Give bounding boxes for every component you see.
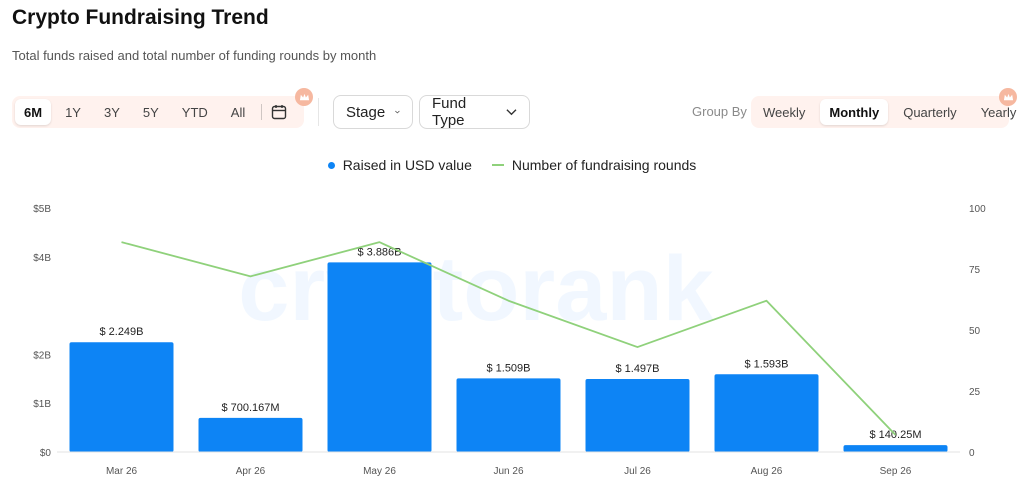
y-right-tick-label: 0 [969, 448, 975, 459]
chevron-down-icon [506, 109, 517, 116]
bar-value-label: $ 1.497B [615, 363, 659, 375]
y-left-tick-label: $2B [33, 350, 51, 361]
line-layer [121, 241, 897, 436]
bar [456, 378, 561, 452]
fund-type-dropdown-label: Fund Type [432, 95, 467, 129]
page-subtitle: Total funds raised and total number of f… [12, 48, 377, 63]
legend-item-raised[interactable]: Raised in USD value [327, 157, 472, 173]
fundraising-chart: cryptorank $ 2.249B $ 700.167M $ 3.886B $ 1… [33, 204, 986, 477]
bar-value-label: $ 1.509B [486, 362, 530, 374]
range-1y-button[interactable]: 1Y [65, 104, 81, 120]
fund-type-dropdown[interactable]: Fund Type [419, 95, 530, 129]
x-tick-label: Aug 26 [751, 466, 783, 477]
x-tick-label: Jun 26 [493, 466, 523, 477]
watermark-logo: cryptorank [238, 238, 714, 340]
group-quarterly-button[interactable]: Quarterly [903, 104, 957, 120]
x-tick-label: Apr 26 [236, 466, 266, 477]
stage-dropdown[interactable]: Stage [333, 95, 413, 129]
calendar-icon[interactable] [270, 103, 288, 121]
time-range-selector: 6M 1Y 3Y 5Y YTD All [12, 96, 304, 128]
legend-label-raised: Raised in USD value [342, 157, 472, 173]
y-left-tick-label: $0 [40, 448, 52, 459]
legend-label-rounds: Number of fundraising rounds [511, 157, 697, 173]
range-divider [261, 104, 263, 120]
y-left-tick-label: $4B [33, 253, 51, 264]
bar [327, 262, 432, 452]
range-ytd-button[interactable]: YTD [181, 104, 208, 120]
x-tick-label: May 26 [363, 466, 396, 477]
bar [714, 374, 819, 452]
chevron-down-icon [395, 110, 400, 114]
bars-layer: $ 2.249B $ 700.167M $ 3.886B $ 1.509B $ 1.49… [69, 246, 948, 452]
y-right-tick-label: 25 [969, 387, 981, 398]
y-left-tick-label: $1B [33, 399, 51, 410]
x-tick-label: Jul 26 [624, 466, 651, 477]
premium-crown-icon [999, 88, 1017, 106]
bar [198, 417, 303, 452]
bar-value-label: $ 1.593B [744, 358, 788, 370]
range-all-button[interactable]: All [230, 104, 246, 120]
toolbar-divider [318, 98, 319, 126]
axes-layer: $0 $1B $2B $4B $5B 0 25 50 75 100 Mar 26 Apr 26 May … [33, 204, 986, 477]
group-by-label: Group By [692, 104, 747, 119]
group-monthly-button[interactable]: Monthly [820, 99, 889, 125]
y-left-tick-label: $5B [33, 204, 51, 215]
bar [69, 342, 174, 452]
group-weekly-button[interactable]: Weekly [763, 104, 806, 120]
y-right-tick-label: 50 [969, 326, 981, 337]
bar-value-label: $ 140.25M [870, 429, 922, 441]
legend-marker-rounds [491, 164, 504, 166]
range-3y-button[interactable]: 3Y [103, 104, 120, 120]
x-tick-label: Mar 26 [106, 466, 138, 477]
y-right-tick-label: 100 [969, 204, 986, 215]
group-by-selector: Weekly Monthly Quarterly Yearly [751, 96, 1016, 128]
page-title: Crypto Fundraising Trend [12, 6, 269, 29]
bar-value-label: $ 700.167M [221, 402, 279, 414]
range-6m-button[interactable]: 6M [15, 99, 52, 125]
premium-crown-icon [295, 88, 313, 106]
bar-value-label: $ 3.886B [357, 246, 401, 258]
legend-item-rounds[interactable]: Number of fundraising rounds [491, 157, 697, 173]
bar [585, 378, 690, 452]
stage-dropdown-label: Stage [346, 103, 386, 121]
group-yearly-button[interactable]: Yearly [980, 104, 1017, 120]
x-tick-label: Sep 26 [880, 466, 912, 477]
bar [843, 445, 948, 452]
chart-legend: Raised in USD value Number of fundraisin… [0, 157, 1024, 173]
legend-marker-raised [327, 161, 335, 169]
bar-value-label: $ 2.249B [99, 326, 143, 338]
range-5y-button[interactable]: 5Y [142, 104, 159, 120]
y-right-tick-label: 75 [969, 265, 981, 276]
